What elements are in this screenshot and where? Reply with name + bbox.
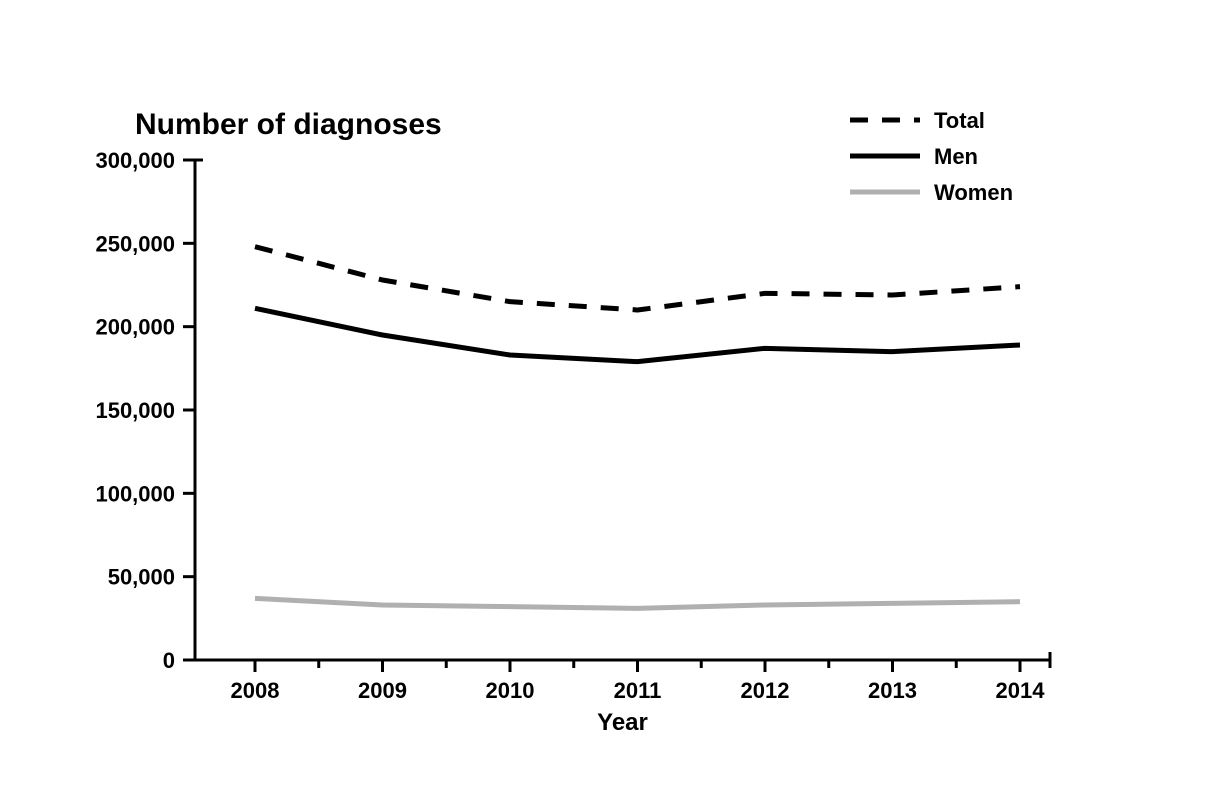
y-tick-label: 150,000: [95, 398, 175, 423]
x-tick-label: 2009: [358, 678, 407, 703]
y-tick-label: 100,000: [95, 481, 175, 506]
y-tick-label: 250,000: [95, 231, 175, 256]
chart-container: Number of diagnoses 0 50,000 100,000 150,000…: [0, 0, 1218, 796]
x-tick-label: 2010: [486, 678, 535, 703]
chart-title: Number of diagnoses: [135, 108, 442, 141]
x-tick-label: 2013: [868, 678, 917, 703]
x-tick-label: 2014: [996, 678, 1046, 703]
y-tick-label: 200,000: [95, 315, 175, 340]
y-tick-label: 0: [163, 648, 175, 673]
legend-label-women: Women: [934, 180, 1013, 205]
x-tick-label: 2011: [614, 678, 662, 703]
x-axis-label: Year: [597, 709, 648, 736]
x-tick-label: 2008: [231, 678, 280, 703]
line-chart-svg: Number of diagnoses 0 50,000 100,000 150,000…: [0, 0, 1218, 796]
legend-label-total: Total: [934, 108, 985, 133]
y-tick-label: 300,000: [95, 148, 175, 173]
legend-label-men: Men: [934, 144, 978, 169]
y-tick-label: 50,000: [108, 565, 175, 590]
x-tick-label: 2012: [741, 678, 790, 703]
